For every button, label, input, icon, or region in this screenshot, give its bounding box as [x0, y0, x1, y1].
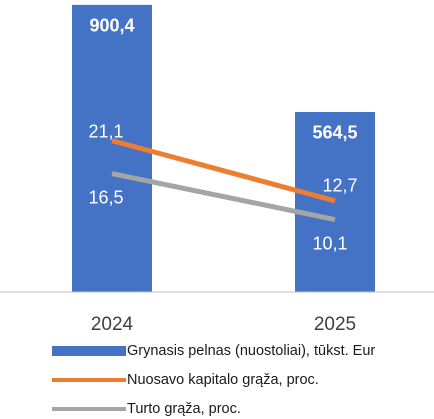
line-value-label: 16,5: [88, 187, 123, 207]
legend-label: Nuosavo kapitalo grąža, proc.: [127, 372, 319, 388]
line: [111, 171, 336, 222]
line-value-label: 21,1: [88, 121, 123, 141]
x-tick-label: 2025: [314, 314, 356, 335]
bar: [295, 111, 375, 293]
bar-value-label: 900,4: [89, 16, 134, 36]
legend-label: Turto grąža, proc.: [127, 401, 241, 417]
line-value-label: 10,1: [312, 233, 347, 253]
line-value-label: 12,7: [322, 176, 357, 196]
legend-label: Grynasis pelnas (nuostoliai), tūkst. Eur: [127, 343, 375, 359]
legend-swatch: [52, 346, 126, 356]
bar-value-label: 564,5: [312, 123, 357, 143]
x-tick-label: 2024: [91, 314, 134, 335]
line: [111, 138, 336, 204]
